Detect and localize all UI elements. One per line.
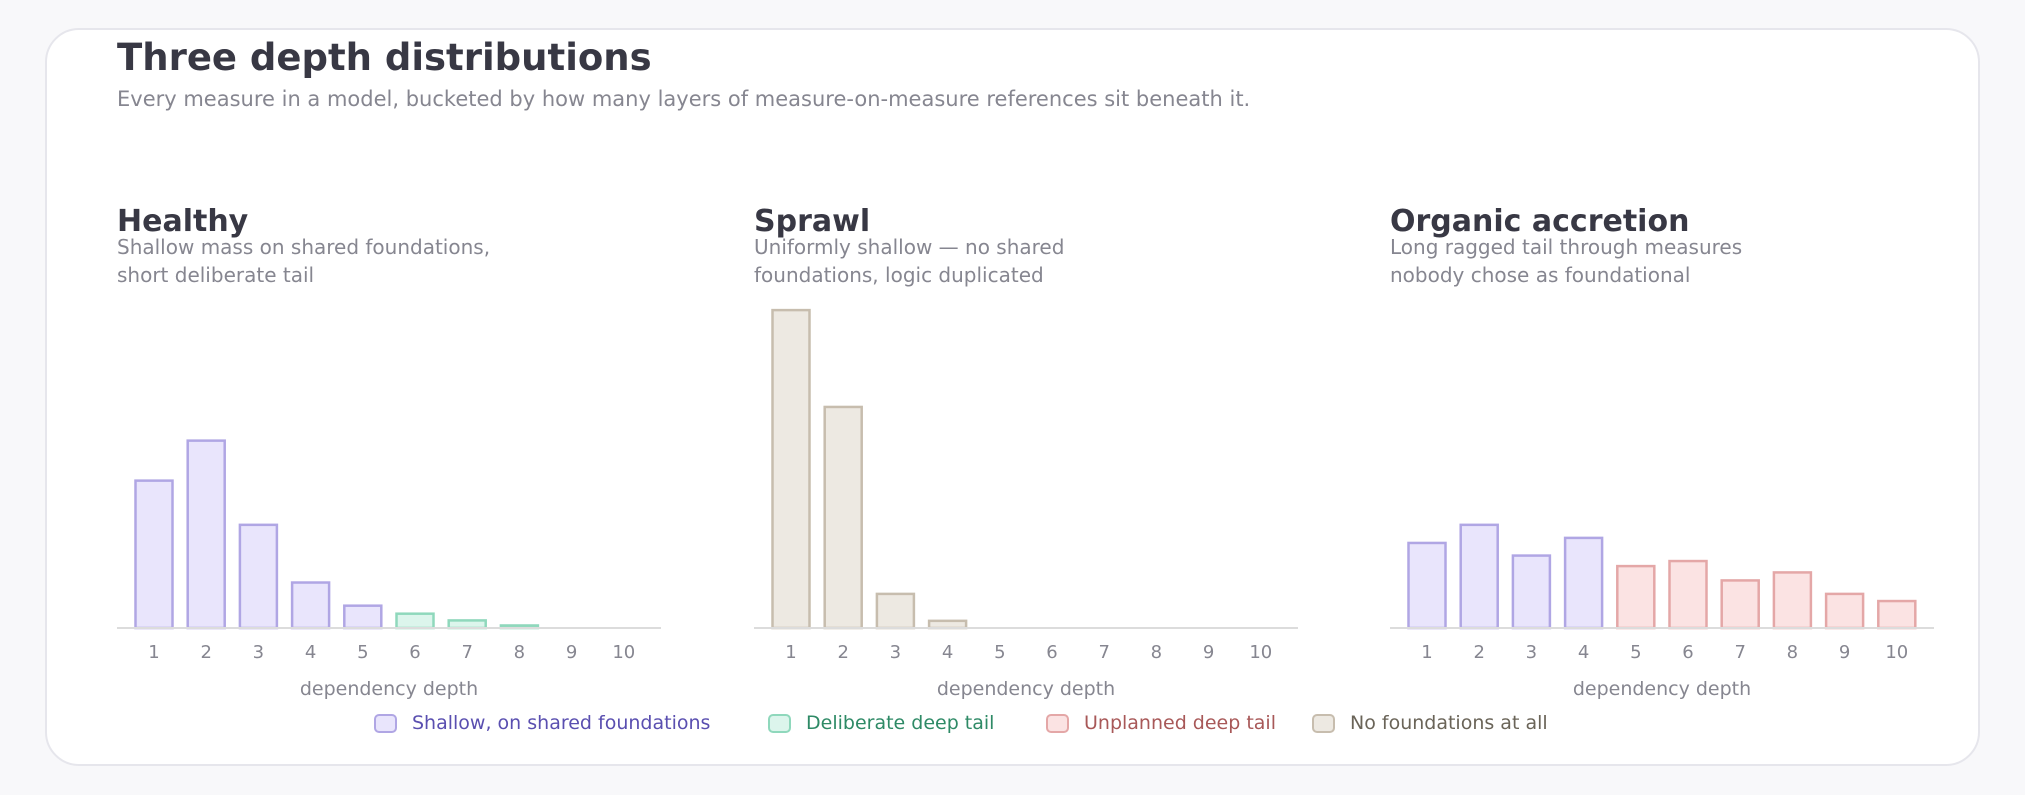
bar-sprawl-1 bbox=[771, 308, 811, 630]
panel-title-healthy: Healthy bbox=[117, 204, 249, 239]
bar-organic-7 bbox=[1720, 579, 1760, 630]
bar-organic-10 bbox=[1877, 599, 1917, 630]
tick-label-organic-8: 8 bbox=[1787, 642, 1798, 663]
bar-healthy-4 bbox=[290, 581, 331, 630]
tick-label-sprawl-2: 2 bbox=[837, 642, 848, 663]
tick-label-organic-2: 2 bbox=[1473, 642, 1484, 663]
bar-healthy-1 bbox=[134, 479, 174, 630]
panel-desc-healthy: Shallow mass on shared foundations, shor… bbox=[117, 235, 491, 287]
legend-swatch-shallow bbox=[374, 713, 397, 733]
tick-label-healthy-5: 5 bbox=[357, 642, 368, 663]
tick-label-healthy-4: 4 bbox=[305, 642, 316, 663]
tick-label-sprawl-10: 10 bbox=[1249, 642, 1272, 663]
tick-label-organic-1: 1 bbox=[1421, 642, 1432, 663]
bar-healthy-5 bbox=[343, 604, 383, 630]
tick-label-sprawl-8: 8 bbox=[1151, 642, 1162, 663]
tick-label-healthy-10: 10 bbox=[612, 642, 635, 663]
legend-label-deliberate: Deliberate deep tail bbox=[806, 712, 995, 734]
legend: Shallow, on shared foundations Deliberate… bbox=[0, 712, 2025, 738]
tick-label-sprawl-7: 7 bbox=[1098, 642, 1109, 663]
tick-label-healthy-1: 1 bbox=[148, 642, 159, 663]
bar-sprawl-4 bbox=[927, 619, 968, 630]
x-axis-label-healthy: dependency depth bbox=[300, 678, 478, 700]
tick-label-healthy-7: 7 bbox=[461, 642, 472, 663]
tick-label-healthy-9: 9 bbox=[566, 642, 577, 663]
panel-title-sprawl: Sprawl bbox=[754, 204, 871, 239]
tick-label-sprawl-9: 9 bbox=[1203, 642, 1214, 663]
bar-healthy-7 bbox=[447, 619, 487, 630]
tick-label-organic-4: 4 bbox=[1578, 642, 1589, 663]
bar-sprawl-3 bbox=[875, 592, 916, 630]
bar-organic-2 bbox=[1459, 523, 1499, 630]
bar-organic-3 bbox=[1511, 554, 1552, 630]
legend-swatch-deliberate bbox=[768, 713, 791, 733]
tick-label-sprawl-3: 3 bbox=[890, 642, 901, 663]
x-axis-label-organic: dependency depth bbox=[1573, 678, 1751, 700]
chart-card bbox=[45, 28, 1980, 766]
bar-organic-4 bbox=[1563, 536, 1604, 630]
x-axis-label-sprawl: dependency depth bbox=[937, 678, 1115, 700]
bar-organic-8 bbox=[1772, 571, 1813, 630]
tick-label-healthy-2: 2 bbox=[200, 642, 211, 663]
tick-label-sprawl-1: 1 bbox=[785, 642, 796, 663]
tick-label-organic-6: 6 bbox=[1682, 642, 1693, 663]
tick-label-sprawl-5: 5 bbox=[994, 642, 1005, 663]
tick-label-healthy-8: 8 bbox=[514, 642, 525, 663]
panel-desc-organic: Long ragged tail through measures nobody… bbox=[1390, 235, 1743, 287]
tick-label-organic-7: 7 bbox=[1734, 642, 1745, 663]
legend-label-shallow: Shallow, on shared foundations bbox=[412, 712, 711, 734]
tick-label-sprawl-6: 6 bbox=[1046, 642, 1057, 663]
page-subtitle: Every measure in a model, bucketed by ho… bbox=[117, 87, 1251, 111]
tick-label-organic-5: 5 bbox=[1630, 642, 1641, 663]
legend-label-none: No foundations at all bbox=[1350, 712, 1548, 734]
tick-label-organic-3: 3 bbox=[1526, 642, 1537, 663]
bar-organic-1 bbox=[1407, 541, 1447, 630]
panel-desc-sprawl: Uniformly shallow — no shared foundation… bbox=[754, 235, 1065, 287]
tick-label-organic-9: 9 bbox=[1839, 642, 1850, 663]
tick-label-sprawl-4: 4 bbox=[942, 642, 953, 663]
legend-item-none: No foundations at all bbox=[1312, 712, 1548, 734]
tick-label-organic-10: 10 bbox=[1885, 642, 1908, 663]
bar-healthy-6 bbox=[395, 612, 435, 630]
legend-item-deliberate: Deliberate deep tail bbox=[768, 712, 994, 734]
page-title: Three depth distributions bbox=[117, 36, 652, 79]
legend-swatch-none bbox=[1312, 713, 1335, 733]
bar-organic-6 bbox=[1668, 559, 1708, 630]
bar-organic-5 bbox=[1616, 564, 1656, 630]
legend-swatch-unplanned bbox=[1046, 713, 1069, 733]
bar-healthy-3 bbox=[238, 523, 279, 630]
tick-label-healthy-3: 3 bbox=[253, 642, 264, 663]
tick-label-healthy-6: 6 bbox=[409, 642, 420, 663]
panel-title-organic: Organic accretion bbox=[1390, 204, 1690, 239]
bar-organic-9 bbox=[1824, 592, 1865, 630]
legend-item-unplanned: Unplanned deep tail bbox=[1046, 712, 1276, 734]
legend-label-unplanned: Unplanned deep tail bbox=[1084, 712, 1276, 734]
bar-healthy-2 bbox=[186, 439, 226, 630]
legend-item-shallow: Shallow, on shared foundations bbox=[374, 712, 710, 734]
bar-sprawl-2 bbox=[823, 405, 863, 630]
